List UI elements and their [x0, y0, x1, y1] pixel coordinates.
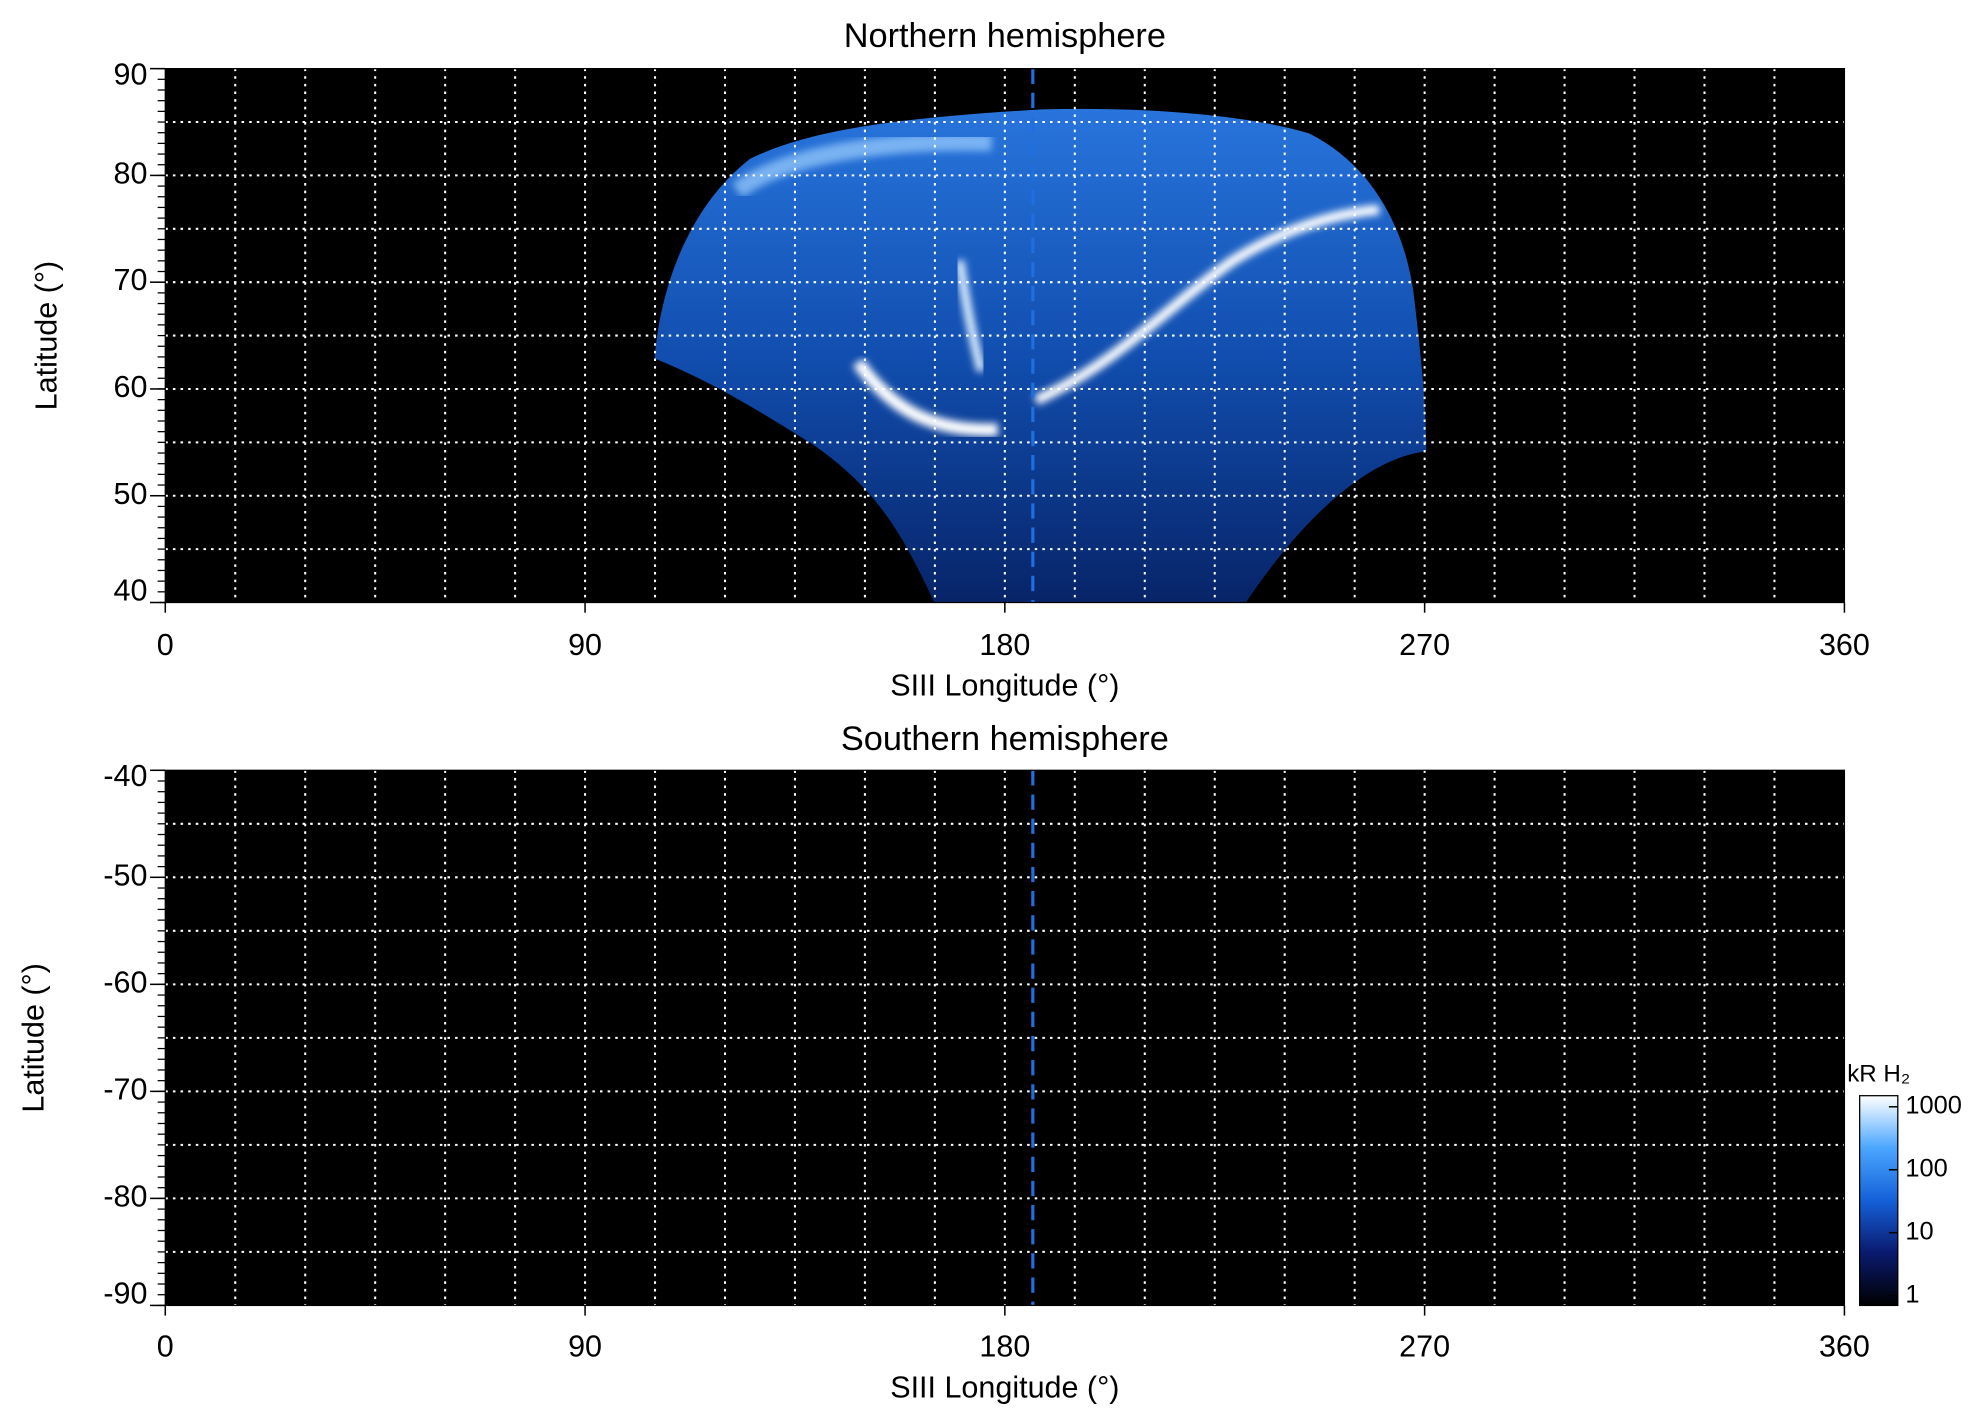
- oval-spur: [955, 259, 986, 373]
- colorbar-tick-label: 1000: [1905, 1091, 1962, 1119]
- chart-title: Northern hemisphere: [844, 17, 1166, 55]
- x-tick-label: 360: [1819, 628, 1870, 662]
- x-tick-label: 90: [568, 628, 602, 662]
- colorbar-tick-label: 10: [1905, 1217, 1933, 1245]
- x-tick-label: 270: [1399, 1330, 1450, 1364]
- y-tick-label: 90: [114, 57, 148, 91]
- plot-frame: [164, 68, 1846, 604]
- x-axis-label: SIII Longitude (°): [890, 669, 1119, 703]
- y-tick-label: -60: [103, 965, 147, 999]
- x-tick-label: 90: [568, 1330, 602, 1364]
- x-tick-label: 270: [1399, 628, 1450, 662]
- x-axis-label: SIII Longitude (°): [890, 1370, 1119, 1404]
- y-tick-label: -90: [103, 1276, 147, 1310]
- colorbar-title: kR H₂: [1847, 1061, 1910, 1088]
- x-tick-label: 0: [157, 628, 174, 662]
- colorbar-tick-label: 100: [1905, 1154, 1947, 1182]
- x-tick-label: 360: [1819, 1330, 1870, 1364]
- x-tick-label: 180: [979, 628, 1030, 662]
- x-tick-label: 0: [157, 1330, 174, 1364]
- emission-bright: [731, 133, 992, 198]
- y-tick-label: -40: [103, 759, 147, 793]
- y-tick-label: 80: [114, 156, 148, 190]
- main-oval: [1033, 204, 1380, 406]
- y-tick-label: 50: [114, 477, 148, 511]
- colorbar-tick-label: 1: [1905, 1280, 1919, 1308]
- y-tick-label: 70: [114, 263, 148, 297]
- y-tick-label: -50: [103, 858, 147, 892]
- y-axis-label: Latitude (°): [17, 963, 51, 1113]
- y-tick-label: 60: [114, 370, 148, 404]
- y-tick-label: -70: [103, 1072, 147, 1106]
- auroral-emission: [654, 108, 1427, 603]
- emission-region: [654, 108, 1427, 603]
- y-tick-label: -80: [103, 1179, 147, 1213]
- chart-title: Southern hemisphere: [841, 720, 1169, 758]
- x-tick-label: 180: [979, 1330, 1030, 1364]
- main-oval: [852, 358, 999, 437]
- y-tick-label: 40: [114, 573, 148, 607]
- plot-frame: [164, 769, 1846, 1307]
- colorbar: [1859, 1095, 1899, 1307]
- y-axis-label: Latitude (°): [29, 261, 63, 411]
